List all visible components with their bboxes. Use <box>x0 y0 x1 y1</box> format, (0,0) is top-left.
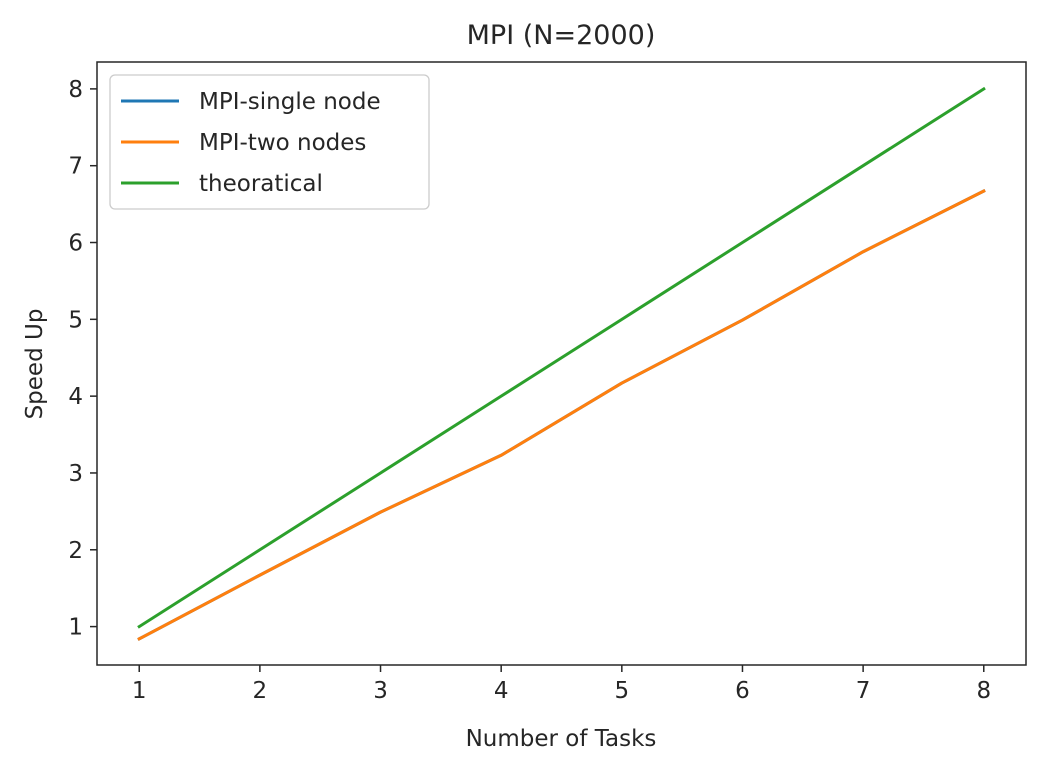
y-tick-label: 7 <box>68 154 83 180</box>
series-line-1 <box>137 189 986 641</box>
y-tick-label: 6 <box>68 231 83 257</box>
x-axis-label: Number of Tasks <box>466 726 657 752</box>
legend-label: theoratical <box>199 171 323 197</box>
x-tick-label: 6 <box>735 678 750 704</box>
legend: MPI-single node MPI-two nodes theoratical <box>109 74 430 210</box>
x-tick-label: 3 <box>373 678 388 704</box>
chart-title: MPI (N=2000) <box>467 20 656 51</box>
x-tick-label: 4 <box>494 678 509 704</box>
legend-box <box>109 74 430 210</box>
y-tick-label: 5 <box>68 307 83 333</box>
y-tick-label: 8 <box>68 77 83 103</box>
series-lines <box>137 86 986 641</box>
y-tick-label: 2 <box>68 538 83 564</box>
legend-label: MPI-single node <box>199 89 381 115</box>
y-axis-label: Speed Up <box>22 309 48 420</box>
x-tick-label: 2 <box>253 678 268 704</box>
axis-ticks: 1 2 3 4 5 6 7 8 1 2 3 4 5 6 7 8 <box>68 77 991 704</box>
x-tick-label: 5 <box>615 678 630 704</box>
y-tick-label: 1 <box>68 615 83 641</box>
series-line-2 <box>137 86 986 629</box>
y-tick-label: 3 <box>68 461 83 487</box>
plot-area-frame <box>96 61 1027 666</box>
x-tick-label: 8 <box>976 678 991 704</box>
x-tick-label: 7 <box>856 678 871 704</box>
legend-label: MPI-two nodes <box>199 130 366 156</box>
y-tick-label: 4 <box>68 384 83 410</box>
x-tick-label: 1 <box>132 678 147 704</box>
